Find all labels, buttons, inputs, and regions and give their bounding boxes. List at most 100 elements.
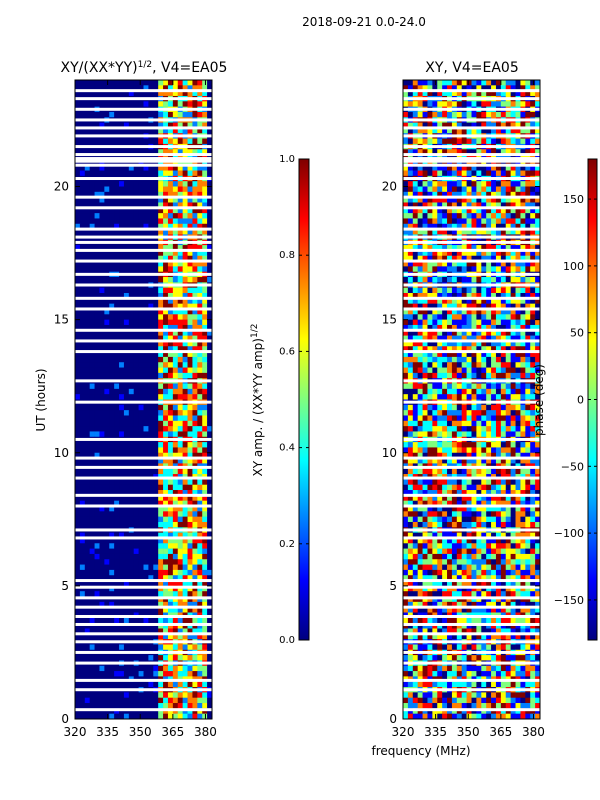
heatmap-cell [202, 511, 208, 517]
heatmap-cell [172, 101, 179, 107]
heatmap-cell [123, 644, 130, 651]
heatmap-cell [114, 351, 120, 358]
heatmap-cell [163, 245, 169, 251]
heatmap-cell [192, 127, 198, 134]
heatmap-cell [471, 346, 477, 352]
heatmap-cell [128, 553, 135, 560]
heatmap-cell [471, 356, 477, 363]
heatmap-cell [84, 458, 90, 464]
heatmap-cell [143, 314, 149, 320]
heatmap-cell [167, 601, 174, 608]
flagged-row [75, 339, 212, 343]
heatmap-cell [403, 101, 409, 107]
heatmap-cell [451, 255, 458, 262]
heatmap-cell [202, 532, 208, 539]
heatmap-cell [133, 564, 139, 571]
heatmap-cell [75, 303, 81, 310]
heatmap-cell [476, 85, 482, 91]
heatmap-cell [143, 447, 149, 454]
heatmap-cell [451, 308, 458, 315]
heatmap-cell [202, 324, 208, 331]
heatmap-cell [148, 458, 154, 464]
flagged-row [75, 400, 212, 404]
heatmap-cell [451, 245, 458, 251]
heatmap-cell [412, 229, 418, 235]
heatmap-cell [75, 293, 81, 299]
heatmap-cell [79, 330, 86, 336]
heatmap-cell [172, 580, 179, 587]
heatmap-cell [192, 383, 198, 390]
heatmap-cell [427, 90, 433, 97]
heatmap-cell [491, 362, 497, 368]
heatmap-cell [417, 293, 423, 299]
heatmap-cell [167, 324, 174, 331]
heatmap-cell [153, 127, 159, 134]
heatmap-cell [128, 692, 135, 699]
heatmap-cell [417, 101, 423, 107]
heatmap-cell [412, 335, 418, 342]
heatmap-cell [442, 191, 448, 198]
heatmap-cell [153, 330, 159, 336]
heatmap-cell [104, 372, 110, 379]
heatmap-cell [447, 85, 453, 91]
heatmap-cell [75, 255, 81, 262]
heatmap-cell [128, 255, 135, 262]
heatmap-cell [192, 186, 198, 193]
heatmap-cell [476, 80, 482, 86]
heatmap-cell [187, 85, 193, 91]
heatmap-cell [177, 346, 183, 352]
heatmap-cell [148, 351, 154, 358]
heatmap-cell [182, 277, 188, 283]
heatmap-cell [481, 218, 487, 225]
heatmap-cell [99, 617, 105, 624]
heatmap-cell [148, 181, 154, 187]
heatmap-cell [79, 85, 86, 91]
heatmap-cell [525, 122, 531, 129]
heatmap-cell [123, 181, 130, 187]
heatmap-cell [182, 580, 188, 587]
heatmap-cell [99, 495, 105, 501]
heatmap-cell [442, 362, 448, 368]
heatmap-cell [530, 340, 536, 347]
heatmap-cell [128, 149, 135, 155]
heatmap-cell [143, 266, 149, 273]
heatmap-cell [114, 138, 120, 145]
heatmap-cell [520, 138, 526, 145]
heatmap-cell [500, 255, 507, 262]
heatmap-cell [143, 197, 149, 203]
heatmap-cell [187, 415, 193, 422]
heatmap-cell [119, 170, 125, 177]
heatmap-cell [466, 122, 472, 129]
heatmap-cell [505, 170, 511, 177]
colorbar-tick-label: 0.4 [279, 443, 295, 454]
heatmap-cell [535, 287, 541, 294]
heatmap-cell [481, 298, 487, 304]
heatmap-cell [403, 207, 409, 214]
heatmap-cell [412, 191, 418, 198]
heatmap-cell [412, 202, 418, 209]
heatmap-cell [133, 111, 139, 118]
heatmap-cell [143, 500, 149, 507]
heatmap-cell [427, 191, 433, 198]
heatmap-cell [119, 500, 125, 507]
heatmap-cell [437, 149, 443, 155]
heatmap-cell [94, 426, 100, 432]
heatmap-cell [99, 303, 105, 310]
heatmap-cell [158, 90, 164, 97]
heatmap-cell [84, 500, 90, 507]
heatmap-cell [79, 426, 86, 432]
heatmap-cell [158, 468, 164, 475]
heatmap-cell [437, 80, 443, 86]
heatmap-cell [158, 431, 164, 438]
heatmap-cell [202, 537, 208, 544]
heatmap-cell [99, 255, 105, 262]
heatmap-cell [75, 80, 81, 86]
heatmap-cell [163, 655, 169, 661]
heatmap-cell [128, 442, 135, 448]
heatmap-cell [207, 319, 213, 326]
heatmap-cell [207, 607, 213, 613]
heatmap-cell [187, 111, 193, 118]
heatmap-cell [177, 548, 183, 555]
heatmap-cell [510, 340, 516, 347]
heatmap-cell [417, 287, 423, 294]
